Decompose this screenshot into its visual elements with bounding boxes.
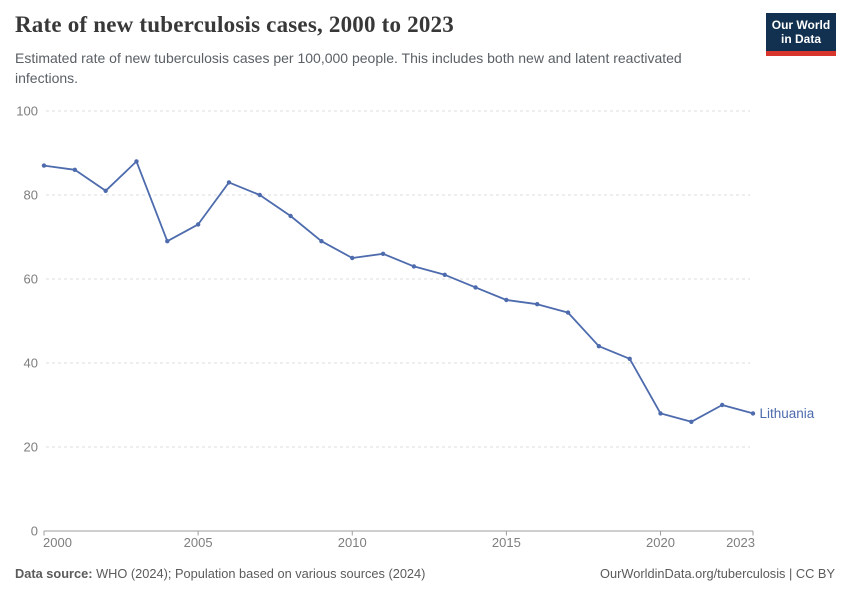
- data-point-marker[interactable]: [226, 180, 232, 185]
- data-point-marker[interactable]: [473, 285, 478, 290]
- y-tick-label: 0: [31, 524, 38, 539]
- page-title: Rate of new tuberculosis cases, 2000 to …: [15, 12, 454, 37]
- x-tick-label: 2023: [726, 535, 755, 550]
- data-source-label: Data source:: [15, 566, 93, 581]
- data-point-marker[interactable]: [750, 411, 756, 416]
- data-point-marker[interactable]: [350, 255, 355, 261]
- data-point-marker[interactable]: [627, 356, 632, 361]
- data-point-marker[interactable]: [442, 272, 447, 277]
- y-tick-label: 80: [24, 188, 38, 203]
- data-point-marker[interactable]: [689, 419, 694, 424]
- data-point-marker[interactable]: [103, 188, 108, 193]
- data-point-marker[interactable]: [72, 167, 78, 172]
- data-source-note: Data source: WHO (2024); Population base…: [15, 566, 425, 581]
- chart-header: Rate of new tuberculosis cases, 2000 to …: [15, 10, 836, 88]
- x-tick-label: 2010: [338, 535, 367, 550]
- y-tick-label: 100: [16, 104, 38, 119]
- data-point-marker[interactable]: [319, 239, 324, 244]
- x-tick-label: 2015: [492, 535, 521, 550]
- footer-citation-link[interactable]: OurWorldinData.org/tuberculosis | CC BY: [600, 566, 835, 581]
- data-point-marker[interactable]: [658, 411, 663, 416]
- y-tick-label: 40: [24, 356, 38, 371]
- owid-logo[interactable]: Our World in Data: [766, 13, 836, 56]
- data-point-marker[interactable]: [596, 344, 602, 349]
- data-point-marker[interactable]: [195, 222, 201, 227]
- data-point-marker[interactable]: [257, 192, 262, 198]
- data-point-marker[interactable]: [411, 264, 417, 269]
- data-point-marker[interactable]: [380, 251, 386, 256]
- chart-footer: Data source: WHO (2024); Population base…: [15, 566, 835, 581]
- data-point-marker[interactable]: [134, 159, 139, 164]
- x-tick-label: 2005: [184, 535, 213, 550]
- data-point-marker[interactable]: [165, 239, 170, 244]
- series-line-lithuania: [43, 160, 754, 423]
- data-point-marker[interactable]: [719, 402, 725, 408]
- x-tick-label: 2000: [43, 535, 72, 550]
- logo-line1: Our World: [771, 18, 831, 32]
- x-tick-label: 2020: [646, 535, 675, 550]
- data-source-text: WHO (2024); Population based on various …: [96, 566, 426, 581]
- data-point-marker[interactable]: [288, 213, 293, 219]
- chart-subtitle: Estimated rate of new tuberculosis cases…: [15, 49, 682, 87]
- data-point-marker[interactable]: [535, 302, 540, 307]
- series-label-lithuania[interactable]: Lithuania: [760, 406, 815, 421]
- y-tick-label: 20: [24, 440, 38, 455]
- y-tick-label: 60: [24, 272, 38, 287]
- data-point-marker[interactable]: [41, 163, 47, 168]
- data-point-marker[interactable]: [565, 310, 571, 315]
- logo-line2: in Data: [780, 32, 821, 47]
- data-point-marker[interactable]: [504, 297, 509, 303]
